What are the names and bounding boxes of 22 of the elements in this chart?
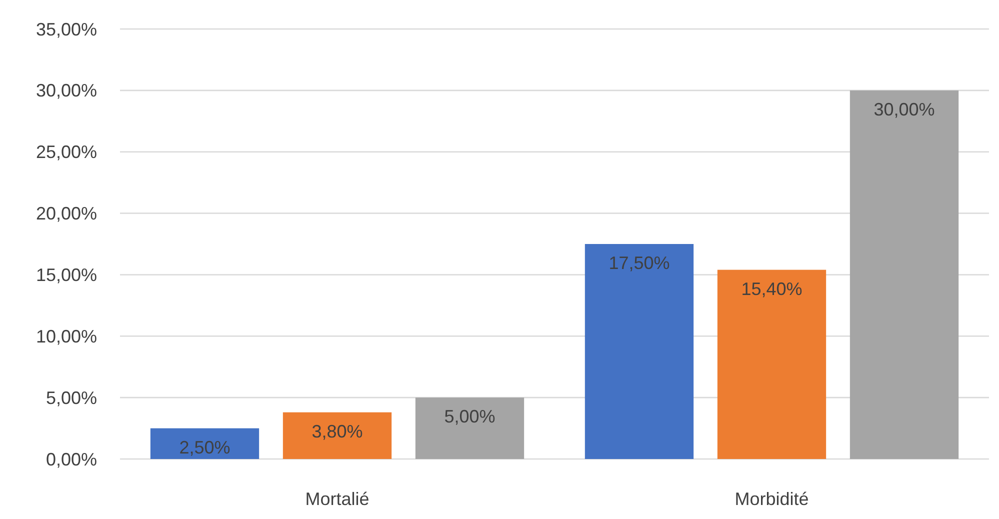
data-label: 5,00% xyxy=(444,406,496,427)
x-tick-label: Mortalié xyxy=(305,489,370,509)
y-tick-label: 35,00% xyxy=(36,19,97,40)
x-tick-label: Morbidité xyxy=(734,489,809,509)
data-label: 2,50% xyxy=(179,437,230,458)
y-tick-label: 5,00% xyxy=(46,388,97,408)
bar xyxy=(717,270,826,459)
data-label: 15,40% xyxy=(741,278,802,299)
bar xyxy=(584,244,694,459)
data-label: 17,50% xyxy=(608,253,670,273)
y-tick-label: 25,00% xyxy=(36,142,97,162)
y-tick-label: 20,00% xyxy=(36,204,97,224)
data-label: 30,00% xyxy=(874,99,935,120)
bar xyxy=(415,398,524,459)
y-tick-label: 0,00% xyxy=(46,449,97,470)
bar xyxy=(850,90,959,459)
y-tick-label: 15,00% xyxy=(36,265,97,286)
bar xyxy=(282,412,392,459)
bar xyxy=(150,428,260,459)
y-tick-label: 30,00% xyxy=(36,80,97,101)
data-label: 3,80% xyxy=(312,421,363,442)
y-tick-label: 10,00% xyxy=(36,326,97,346)
